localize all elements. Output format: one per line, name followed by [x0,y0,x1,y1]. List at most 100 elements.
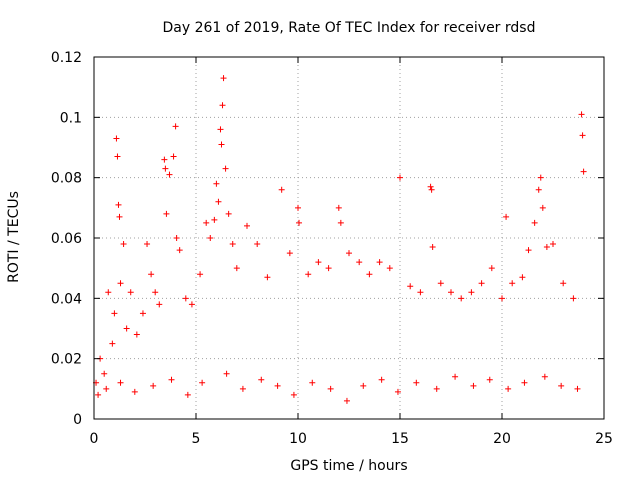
data-point [150,382,157,389]
data-point [468,289,475,296]
y-axis-label: ROTI / TECUs [6,191,22,283]
data-point [541,373,548,380]
data-point [356,259,363,266]
data-point [220,75,227,82]
x-tick-label: 5 [192,431,201,447]
data-point [470,382,477,389]
data-point [413,379,420,386]
data-point [213,180,220,187]
grid [94,57,604,419]
data-point [343,397,350,404]
data-point [274,382,281,389]
data-point [117,280,124,287]
data-point [117,379,124,386]
data-point [113,135,120,142]
data-point [366,271,373,278]
data-point [503,213,510,220]
data-point [360,382,367,389]
data-point [427,183,434,190]
data-point [448,289,454,296]
data-point [543,244,550,251]
chart-title: Day 261 of 2019, Rate Of TEC Index for r… [163,20,536,36]
data-point [537,174,544,181]
data-point [127,289,134,296]
data-point [219,102,226,109]
data-point [337,219,344,226]
data-point [131,388,138,395]
data-point [222,165,229,172]
data-point [478,280,485,287]
data-point [458,295,465,302]
data-point [407,283,414,290]
data-point [376,259,383,266]
data-point [378,376,385,383]
data-point [188,301,195,308]
data-point [123,325,130,332]
data-point [574,385,581,392]
data-point [229,241,236,248]
data-point [176,247,183,254]
data-point [215,198,222,205]
x-tick-label: 0 [90,431,99,447]
data-point [207,235,214,241]
data-point [239,385,246,392]
data-point [558,382,565,389]
data-point [535,186,542,193]
data-point [417,289,424,296]
data-point [254,241,261,248]
y-tick-label: 0 [73,412,82,428]
y-tick-label: 0.06 [51,231,82,247]
data-point [197,271,204,278]
data-point [437,280,444,287]
data-point [203,219,210,226]
data-point [486,376,493,383]
x-axis-label: GPS time / hours [290,458,407,474]
data-point [148,271,155,278]
data-point [170,153,177,160]
data-point [325,265,332,272]
data-point [305,271,312,278]
x-tick-label: 25 [595,431,613,447]
data-point [580,168,587,175]
data-point [105,289,112,296]
x-tick-label: 20 [493,431,511,447]
data-point [101,370,108,377]
data-point [233,265,240,272]
x-tick-label: 10 [289,431,307,447]
y-tick-label: 0.04 [51,291,82,307]
data-point [488,265,495,272]
data-point [144,241,151,248]
data-point [521,379,528,386]
data-point [433,385,440,392]
data-point [429,244,436,251]
data-point [115,201,122,208]
data-points [93,75,587,404]
data-point [309,379,316,386]
data-point [286,250,293,257]
data-point [172,123,179,130]
data-point [168,376,175,383]
data-point [156,301,163,308]
data-point [296,219,303,226]
data-point [218,141,225,148]
data-point [161,156,168,163]
y-tick-label: 0.02 [51,352,82,368]
data-point [217,126,224,133]
data-point [120,241,127,248]
data-point [152,289,159,296]
data-point [173,235,180,241]
axis-ticks: 0 5 10 15 20 25 0 0.02 0.04 0.06 0.08 0.1 0.12 [51,50,613,447]
data-point [114,153,121,160]
data-point [163,210,170,217]
data-point [111,310,118,317]
data-point [225,210,232,217]
data-point [223,370,230,377]
y-tick-label: 0.12 [51,50,82,66]
data-point [578,111,585,118]
data-point [579,132,586,139]
data-point [505,385,512,392]
data-point [525,247,532,254]
data-point [539,204,546,211]
data-point [182,295,189,302]
